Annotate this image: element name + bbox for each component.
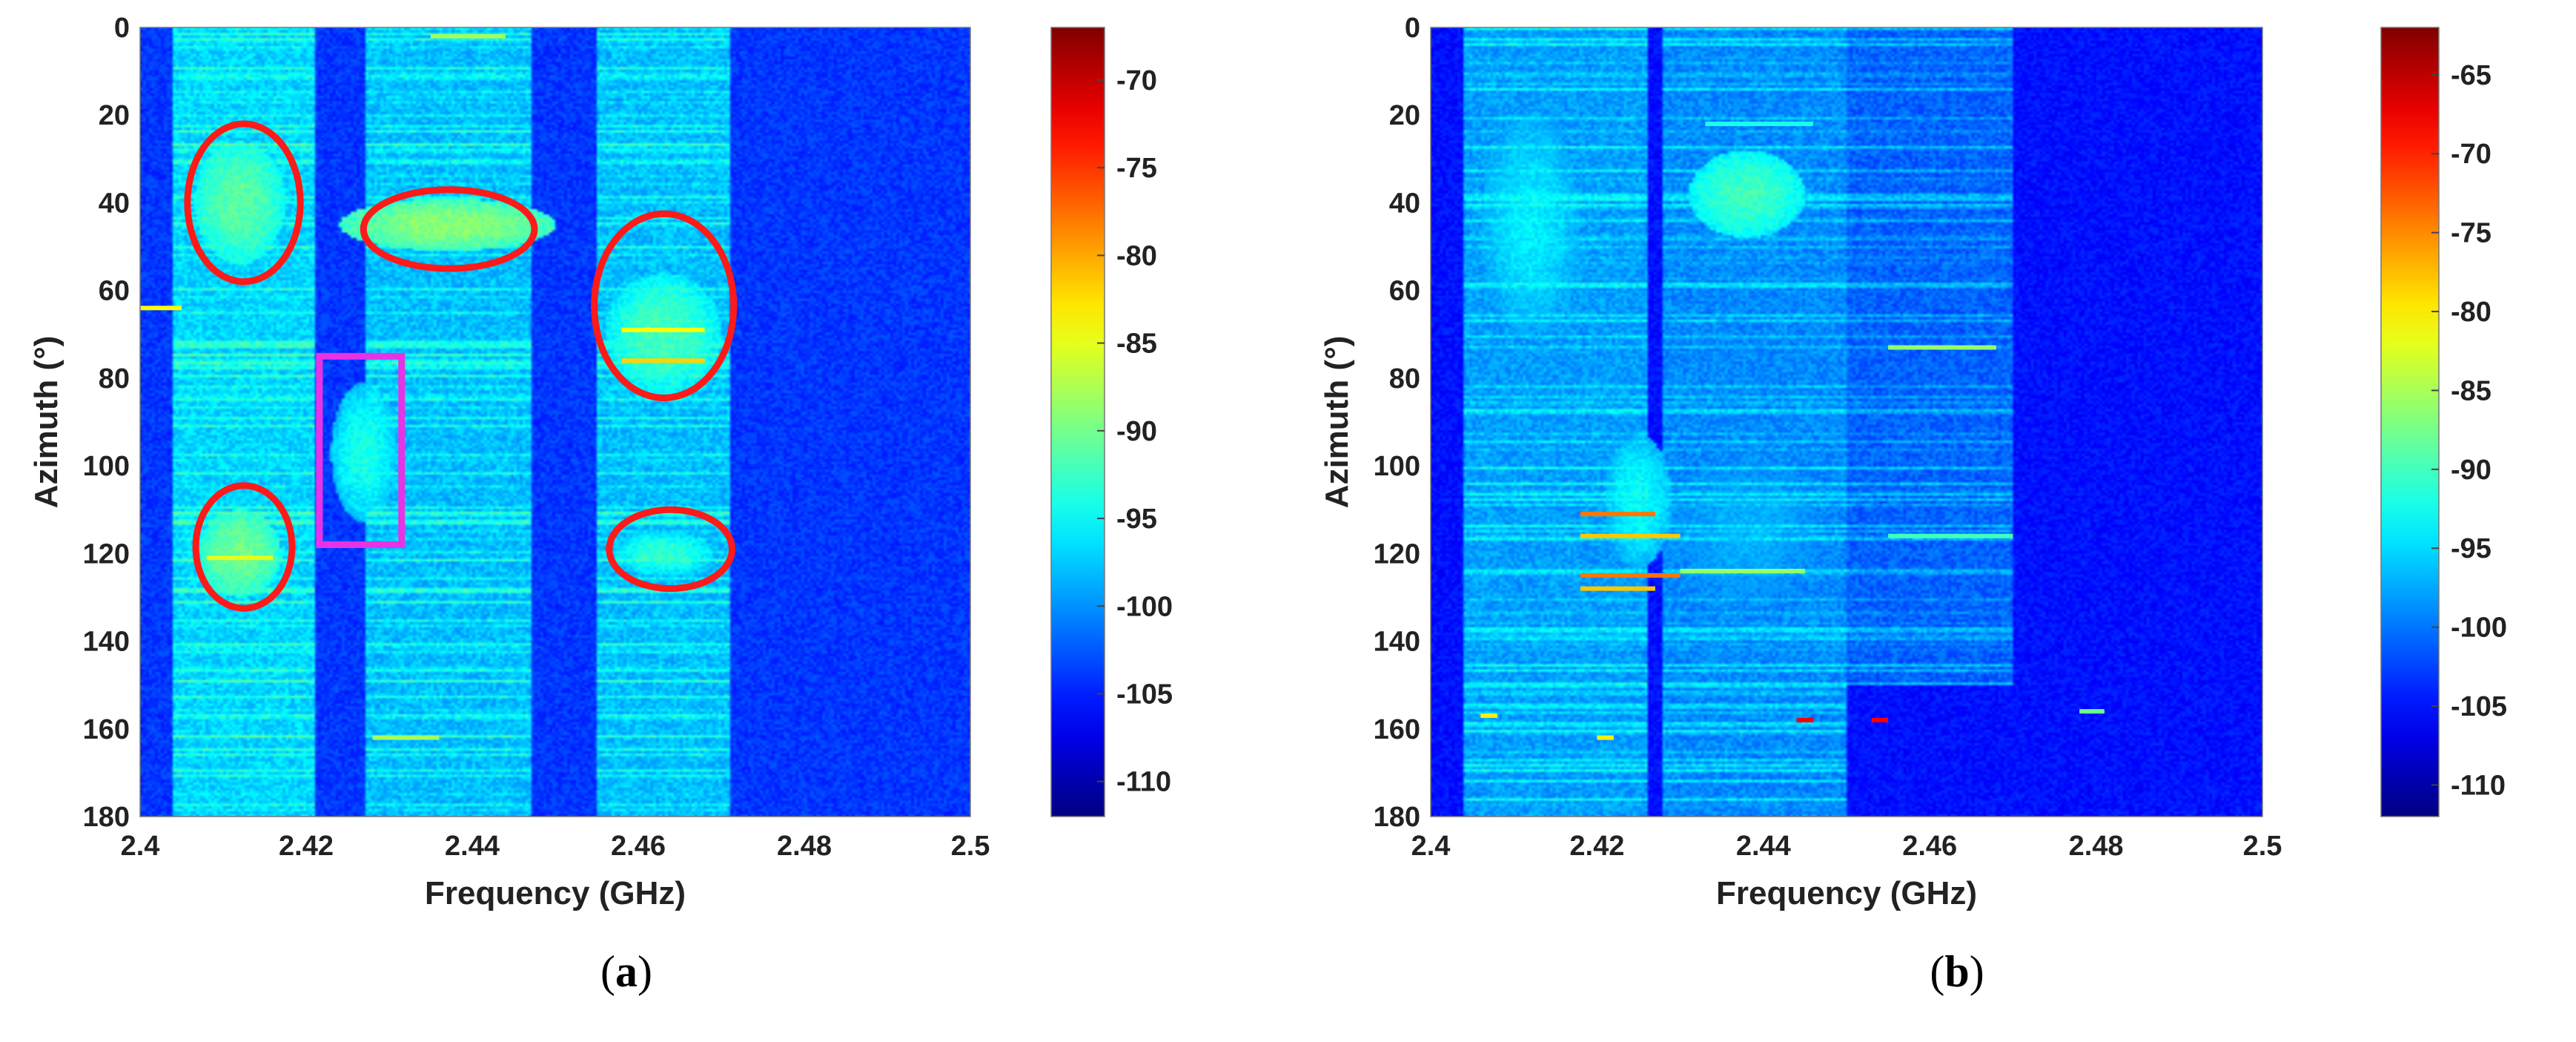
hot-line bbox=[431, 33, 506, 39]
hot-line bbox=[2079, 709, 2105, 714]
colorbar-tick-label: -85 bbox=[2451, 375, 2491, 406]
plot-frame bbox=[1430, 27, 2263, 817]
colorbar-tick-label: -100 bbox=[1116, 591, 1173, 622]
panel-a: 2.4 2.42 2.44 2.46 2.48 2.5 0 20 40 60 80 100 120 140… bbox=[28, 13, 1173, 996]
x-axis-label: Frequency (GHz) bbox=[1716, 875, 1977, 911]
x-tick-label: 2.48 bbox=[777, 831, 832, 862]
y-tick-label: 0 bbox=[114, 13, 130, 44]
colorbar-tick-label: -90 bbox=[2451, 455, 2491, 486]
y-tick-label: 180 bbox=[83, 802, 130, 833]
hot-line bbox=[1680, 568, 1805, 573]
colorbar-tick-label: -85 bbox=[1116, 329, 1157, 360]
colorbar-tick-label: -105 bbox=[1116, 679, 1173, 710]
highlight-ellipse bbox=[606, 506, 736, 593]
y-tick-label: 100 bbox=[83, 451, 130, 482]
colorbar-tick-label: -95 bbox=[2451, 533, 2491, 564]
hot-line bbox=[1480, 713, 1497, 719]
colorbar-tick-label: -65 bbox=[2451, 60, 2491, 91]
hot-line bbox=[1871, 717, 1889, 722]
y-tick-label: 80 bbox=[1389, 363, 1420, 395]
highlight-ellipse bbox=[192, 482, 296, 612]
x-tick-label: 2.4 bbox=[1411, 831, 1451, 862]
highlight-ellipse bbox=[360, 186, 538, 272]
y-tick-label: 20 bbox=[1389, 100, 1420, 131]
panel-b: 2.4 2.42 2.44 2.46 2.48 2.5 0 20 40 60 80 100 120 140… bbox=[1290, 0, 2576, 1042]
hot-line bbox=[1888, 345, 1996, 350]
x-tick-label: 2.46 bbox=[611, 831, 666, 862]
heatmap-image bbox=[1431, 27, 2262, 817]
y-tick-label: 140 bbox=[83, 627, 130, 658]
x-tick-label: 2.5 bbox=[951, 831, 990, 862]
colorbar-tick-label: -80 bbox=[2451, 297, 2491, 328]
colorbar-tick-label: -90 bbox=[1116, 416, 1157, 447]
y-tick-label: 0 bbox=[1405, 13, 1420, 44]
colorbar-tick-label: -70 bbox=[2451, 139, 2491, 170]
colorbar-tick-label: -75 bbox=[1116, 153, 1157, 184]
hot-line bbox=[621, 358, 705, 363]
x-tick-label: 2.42 bbox=[279, 831, 334, 862]
y-tick-label: 40 bbox=[99, 188, 130, 219]
colorbar-tick-label: -80 bbox=[1116, 240, 1157, 271]
y-tick-label: 40 bbox=[1389, 188, 1420, 219]
y-axis-label: Azimuth (°) bbox=[28, 336, 64, 509]
highlight-rectangle bbox=[316, 352, 405, 549]
x-tick-label: 2.42 bbox=[1569, 831, 1624, 862]
colorbar-tick-label: -75 bbox=[2451, 218, 2491, 249]
hot-line bbox=[1888, 533, 2013, 538]
colorbar-tick-label: -105 bbox=[2451, 691, 2507, 722]
x-tick-label: 2.4 bbox=[121, 831, 160, 862]
colorbar-tick-label: -95 bbox=[1116, 504, 1157, 535]
highlight-ellipse bbox=[184, 120, 304, 286]
heatmap-image bbox=[140, 27, 970, 817]
colorbar bbox=[1050, 27, 1105, 817]
colorbar bbox=[2380, 27, 2440, 817]
y-tick-label: 60 bbox=[99, 276, 130, 307]
hot-line bbox=[621, 327, 705, 332]
hot-line bbox=[1580, 533, 1681, 538]
hot-line bbox=[140, 306, 182, 311]
x-tick-label: 2.46 bbox=[1902, 831, 1957, 862]
highlight-ellipse bbox=[591, 210, 738, 401]
hot-line bbox=[1580, 573, 1681, 578]
x-tick-label: 2.44 bbox=[445, 831, 500, 862]
hot-line bbox=[206, 555, 274, 561]
colorbar-tick-label: -110 bbox=[1116, 767, 1171, 798]
y-tick-label: 180 bbox=[1374, 802, 1420, 833]
hot-line bbox=[1705, 122, 1814, 127]
hot-line bbox=[1580, 586, 1655, 591]
y-tick-label: 140 bbox=[1374, 627, 1420, 658]
colorbar-tick-label: -70 bbox=[1116, 65, 1157, 96]
colorbar-tick-label: -110 bbox=[2451, 770, 2506, 801]
y-tick-label: 80 bbox=[99, 363, 130, 395]
hot-line bbox=[1796, 717, 1814, 722]
y-tick-label: 160 bbox=[83, 714, 130, 745]
chart-a-svg: 2.4 2.42 2.44 2.46 2.48 2.5 0 20 40 60 80 100 120 140… bbox=[28, 13, 1173, 996]
x-tick-label: 2.44 bbox=[1736, 831, 1791, 862]
plot-frame bbox=[139, 27, 971, 817]
colorbar-tick-label: -100 bbox=[2451, 613, 2507, 644]
y-axis-label: Azimuth (°) bbox=[1319, 336, 1355, 509]
panel-caption: (b) bbox=[1930, 947, 1984, 996]
y-tick-label: 120 bbox=[1374, 538, 1420, 570]
panel-caption: (a) bbox=[600, 947, 652, 996]
hot-line bbox=[1580, 512, 1655, 517]
x-axis-label: Frequency (GHz) bbox=[425, 875, 686, 911]
y-tick-label: 120 bbox=[83, 538, 130, 570]
y-tick-label: 60 bbox=[1389, 276, 1420, 307]
chart-b-svg: 2.4 2.42 2.44 2.46 2.48 2.5 0 20 40 60 80 100 120 140… bbox=[1319, 13, 2507, 996]
y-tick-label: 100 bbox=[1374, 451, 1420, 482]
x-tick-label: 2.5 bbox=[2243, 831, 2282, 862]
x-tick-label: 2.48 bbox=[2069, 831, 2124, 862]
y-tick-label: 160 bbox=[1374, 714, 1420, 745]
hot-line bbox=[1597, 735, 1614, 740]
hot-line bbox=[372, 735, 440, 740]
y-tick-label: 20 bbox=[99, 100, 130, 131]
